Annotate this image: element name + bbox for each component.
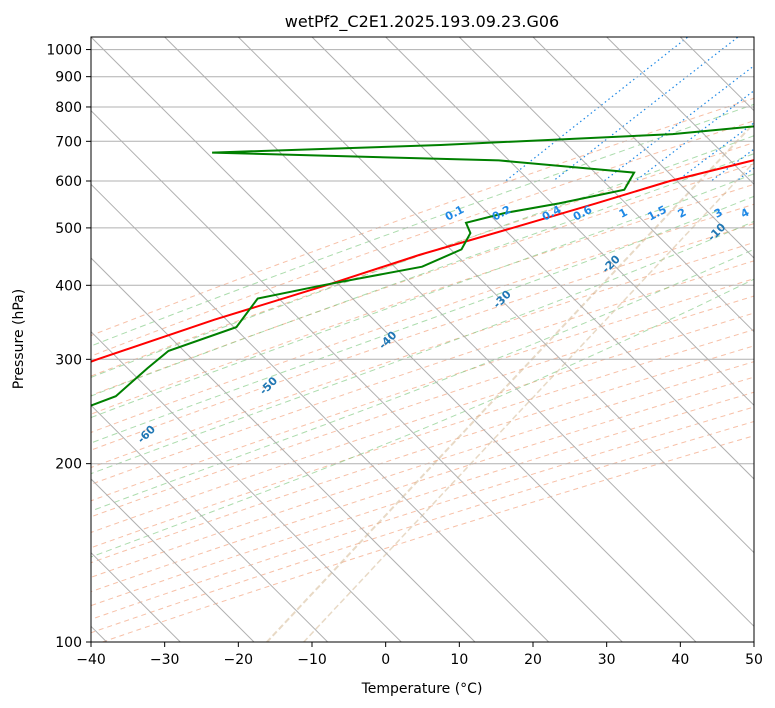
dry-adiabats xyxy=(91,97,754,642)
dry-adiabat-line xyxy=(91,163,754,396)
isotherm-gridline xyxy=(532,37,754,259)
x-tick-label: 30 xyxy=(598,652,616,668)
dry-adiabat-line xyxy=(91,329,754,549)
isotherm-gridline xyxy=(237,37,754,554)
y-tick-label: 700 xyxy=(55,134,82,150)
dry-adiabat-line xyxy=(91,260,754,485)
x-tick-label: −10 xyxy=(297,652,327,668)
profile-lines xyxy=(91,125,754,407)
y-axis: 100 200 300 400 500 600 700 800 900 1000 xyxy=(46,43,91,651)
dry-adiabat-line xyxy=(91,312,754,533)
y-tick-label: 1000 xyxy=(46,43,82,59)
isotherm-gridlines xyxy=(91,37,754,642)
moist-adiabats xyxy=(91,103,754,558)
isotherm-gridline xyxy=(385,37,754,407)
dry-adiabat-line xyxy=(91,278,754,502)
y-tick-label: 600 xyxy=(55,174,82,190)
moist-adiabat-line xyxy=(91,278,754,558)
isotherm-gridline xyxy=(606,37,754,186)
y-tick-label: 800 xyxy=(55,100,82,116)
x-tick-label: 50 xyxy=(745,652,763,668)
isotherm-gridline xyxy=(458,37,754,333)
dry-adiabat-line xyxy=(91,183,754,415)
isotherm-gridline xyxy=(91,183,550,642)
mixing-ratio-lines xyxy=(505,37,754,182)
isotherm-gridline xyxy=(164,37,754,628)
plot-frame xyxy=(90,36,755,643)
chart-title: wetPf2_C2E1.2025.193.09.23.G06 xyxy=(285,12,559,32)
dry-adiabat-line xyxy=(91,223,754,451)
y-tick-label: 100 xyxy=(55,635,82,651)
dendritic-boundary-line xyxy=(302,161,754,642)
x-tick-label: −30 xyxy=(150,652,180,668)
x-tick-label: 40 xyxy=(671,652,689,668)
dry-adiabat-line xyxy=(91,203,754,433)
dry-adiabat-line xyxy=(91,376,754,593)
isotherm-gridline xyxy=(91,330,402,642)
plot-area: 0.10.20.40.611.52346810131620253036-100-… xyxy=(91,37,754,642)
y-tick-label: 300 xyxy=(55,352,82,368)
x-axis: −40 −30 −20 −10 0 10 20 30 40 50 xyxy=(76,642,763,668)
moist-adiabat-line xyxy=(91,153,754,397)
isotherm-gridline xyxy=(91,109,623,642)
mixing-ratio-line xyxy=(603,65,754,182)
x-tick-label: −40 xyxy=(76,652,106,668)
y-tick-label: 500 xyxy=(55,221,82,237)
dry-adiabat-line xyxy=(91,97,754,337)
dendritic-zone xyxy=(265,121,754,642)
isotherm-gridline xyxy=(91,404,329,642)
isotherm-gridline xyxy=(91,37,697,642)
y-tick-label: 400 xyxy=(55,278,82,294)
mixing-ratio-line xyxy=(552,37,739,182)
x-tick-label: −20 xyxy=(224,652,254,668)
x-tick-label: 20 xyxy=(524,652,542,668)
isobar-gridlines xyxy=(91,49,754,642)
mixing-ratio-line xyxy=(635,89,754,182)
dewpoint-profile-line xyxy=(91,125,754,407)
y-tick-label: 900 xyxy=(55,70,82,86)
x-tick-label: 0 xyxy=(381,652,390,668)
isotherm-gridline xyxy=(91,478,255,642)
mixing-ratio-line xyxy=(710,148,754,182)
x-tick-label: 10 xyxy=(450,652,468,668)
dendritic-boundary-line xyxy=(265,121,754,642)
moist-adiabat-line xyxy=(91,173,754,419)
y-axis-title: Pressure (hPa) xyxy=(11,289,27,389)
x-axis-title: Temperature (°C) xyxy=(361,681,483,697)
isotherm-gridline xyxy=(311,37,754,480)
moist-adiabat-line xyxy=(91,195,754,444)
isotherm-gridline xyxy=(91,257,476,642)
moist-adiabat-line xyxy=(91,248,754,512)
y-tick-label: 200 xyxy=(55,457,82,473)
